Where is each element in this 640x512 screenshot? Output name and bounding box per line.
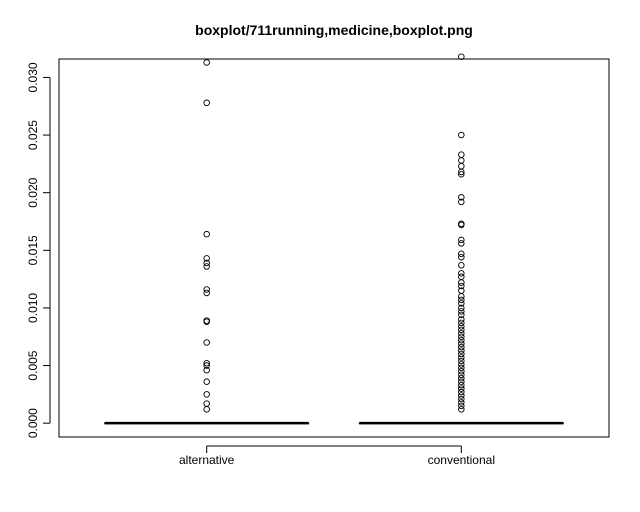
outlier-point bbox=[458, 333, 465, 340]
y-tick-label: 0.005 bbox=[26, 350, 40, 380]
outlier-point bbox=[458, 406, 465, 413]
outlier-point bbox=[458, 368, 465, 375]
outlier-point bbox=[458, 350, 465, 358]
outlier-point bbox=[458, 340, 465, 347]
y-axis: 0.000 0.005 0.010 0.015 0.020 0.025 0.030 bbox=[26, 62, 51, 438]
outlier-point bbox=[458, 357, 465, 365]
y-tick-label: 0.020 bbox=[26, 177, 40, 207]
box-conventional bbox=[358, 53, 564, 425]
outlier-point bbox=[203, 286, 210, 293]
outlier-point bbox=[458, 311, 465, 319]
y-tick-label: 0.010 bbox=[26, 293, 40, 323]
outlier-point bbox=[458, 319, 465, 327]
outlier-point bbox=[203, 259, 210, 267]
plot-frame bbox=[58, 58, 610, 438]
outlier-point bbox=[458, 399, 465, 406]
outlier-point bbox=[458, 304, 465, 312]
outlier-point bbox=[458, 250, 465, 258]
outlier-point bbox=[458, 162, 465, 170]
outlier-point bbox=[458, 221, 465, 229]
x-tick-label-conventional: conventional bbox=[428, 453, 495, 467]
outlier-point bbox=[458, 361, 465, 368]
outlier-point bbox=[203, 391, 210, 398]
y-tick-label: 0.030 bbox=[26, 62, 40, 92]
y-tick-label: 0.000 bbox=[26, 408, 40, 438]
outlier-point bbox=[203, 99, 210, 107]
outlier-point bbox=[458, 194, 465, 201]
outlier-point bbox=[458, 330, 465, 337]
outlier-point bbox=[458, 262, 465, 269]
outlier-point bbox=[458, 308, 465, 315]
y-tick-label: 0.015 bbox=[26, 235, 40, 265]
outlier-point bbox=[458, 374, 465, 382]
outlier-point bbox=[458, 236, 465, 244]
outlier-point bbox=[203, 339, 210, 346]
outlier-point bbox=[458, 282, 465, 290]
outlier-point bbox=[458, 371, 465, 379]
outlier-point bbox=[458, 388, 465, 396]
outlier-point bbox=[458, 395, 465, 403]
boxes bbox=[104, 53, 564, 425]
outlier-point bbox=[203, 378, 210, 385]
outlier-point bbox=[458, 381, 465, 389]
outlier-point bbox=[458, 168, 465, 176]
outlier-point bbox=[458, 273, 465, 281]
outlier-point bbox=[458, 293, 465, 300]
outlier-point bbox=[458, 157, 465, 164]
outlier-point bbox=[458, 151, 465, 158]
outlier-point bbox=[458, 170, 465, 178]
outlier-point bbox=[458, 131, 465, 139]
outlier-point bbox=[458, 392, 465, 399]
outlier-point bbox=[458, 364, 465, 372]
outlier-point bbox=[203, 362, 210, 369]
outlier-point bbox=[458, 378, 465, 385]
outlier-point bbox=[458, 300, 465, 307]
outlier-point bbox=[203, 289, 210, 297]
outlier-point bbox=[458, 270, 465, 277]
outlier-point bbox=[458, 347, 465, 354]
outlier-point bbox=[458, 343, 465, 351]
outlier-point bbox=[203, 318, 210, 326]
chart-title: boxplot/711running,medicine,boxplot.png bbox=[195, 22, 473, 38]
x-tick-label-alternative: alternative bbox=[179, 453, 235, 467]
box-alternative bbox=[104, 59, 310, 425]
outlier-point bbox=[458, 296, 465, 304]
y-tick-label: 0.025 bbox=[26, 120, 40, 150]
outlier-point bbox=[458, 198, 465, 206]
outlier-point bbox=[458, 402, 465, 410]
outlier-point bbox=[203, 255, 210, 262]
outlier-point bbox=[458, 323, 465, 330]
outlier-point bbox=[458, 385, 465, 392]
outlier-point bbox=[458, 336, 465, 344]
outlier-point bbox=[203, 359, 210, 367]
outlier-point bbox=[203, 400, 210, 407]
outlier-point bbox=[203, 263, 210, 270]
outlier-point bbox=[203, 366, 210, 374]
outlier-point bbox=[203, 406, 210, 413]
outlier-point bbox=[458, 53, 465, 60]
outlier-point bbox=[203, 230, 210, 238]
outlier-point bbox=[458, 354, 465, 361]
outlier-point bbox=[458, 279, 465, 286]
outlier-point bbox=[203, 59, 210, 66]
x-axis: alternative conventional bbox=[179, 445, 495, 467]
outlier-point bbox=[458, 326, 465, 334]
outlier-point bbox=[458, 240, 465, 247]
outlier-point bbox=[458, 316, 465, 323]
outlier-point bbox=[458, 253, 465, 261]
